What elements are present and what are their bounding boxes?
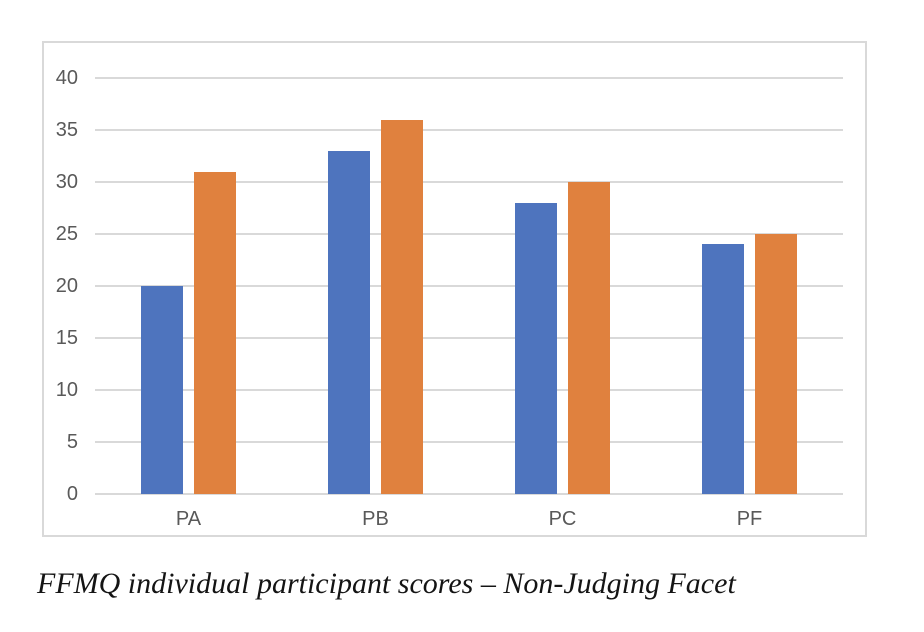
chart-frame: 0 5 10 15 20 25 30 35 40 PA PB PC PF — [42, 41, 867, 537]
gridline-20 — [95, 285, 843, 287]
gridline-40 — [95, 77, 843, 79]
gridline-35 — [95, 129, 843, 131]
plot-area: 0 5 10 15 20 25 30 35 40 PA PB PC PF — [56, 67, 843, 530]
y-tick-label-25: 25 — [55, 223, 78, 245]
gridline-15 — [95, 337, 843, 339]
y-tick-label-0: 0 — [66, 483, 78, 505]
bar-blue-PB — [328, 150, 370, 494]
y-tick-label-20: 20 — [55, 275, 78, 297]
y-tick-label-15: 15 — [55, 327, 78, 349]
gridline-10 — [95, 389, 843, 391]
y-tick-label-40: 40 — [55, 67, 78, 89]
y-tick-label-35: 35 — [55, 119, 78, 141]
bar-blue-PC — [515, 202, 557, 494]
gridline-5 — [95, 441, 843, 443]
gridline-25 — [95, 233, 843, 235]
bar-orange-PB — [381, 119, 423, 494]
gridline-30 — [95, 181, 843, 183]
bar-orange-PC — [568, 182, 610, 494]
bar-orange-PA — [194, 171, 236, 494]
y-tick-label-5: 5 — [66, 431, 78, 453]
y-tick-label-10: 10 — [55, 379, 78, 401]
figure-caption: FFMQ individual participant scores – Non… — [37, 567, 736, 600]
gridline-0 — [95, 493, 843, 495]
x-tick-label-PA: PA — [175, 508, 202, 530]
bar-blue-PF — [702, 244, 744, 494]
x-tick-label-PF: PF — [736, 508, 763, 530]
x-tick-label-PC: PC — [548, 508, 577, 530]
x-tick-label-PB: PB — [362, 508, 389, 530]
bar-orange-PF — [755, 234, 797, 494]
bar-blue-PA — [141, 286, 183, 494]
y-tick-label-30: 30 — [55, 171, 78, 193]
